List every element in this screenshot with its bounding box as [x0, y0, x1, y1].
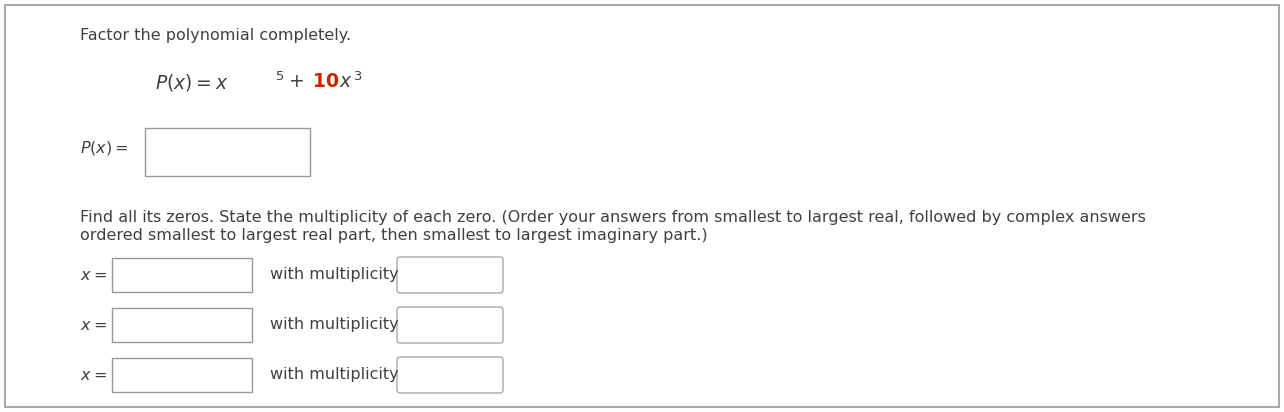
Text: with multiplicity: with multiplicity — [270, 368, 398, 382]
Bar — [112, 358, 252, 392]
Text: $\mathit{P}(\mathit{x}) = \mathit{x}$: $\mathit{P}(\mathit{x}) = \mathit{x}$ — [155, 72, 229, 93]
Text: $\mathit{x} =$: $\mathit{x} =$ — [80, 318, 107, 332]
Text: $\mathbf{10}$: $\mathbf{10}$ — [312, 72, 339, 91]
Bar — [112, 258, 252, 292]
Text: Find all its zeros. State the multiplicity of each zero. (Order your answers fro: Find all its zeros. State the multiplici… — [80, 210, 1145, 225]
Text: $\mathit{x} =$: $\mathit{x} =$ — [80, 267, 107, 283]
FancyBboxPatch shape — [397, 357, 503, 393]
Text: $^3$: $^3$ — [353, 72, 362, 91]
Text: with multiplicity: with multiplicity — [270, 318, 398, 332]
Text: $+$: $+$ — [288, 72, 304, 91]
Text: ordered smallest to largest real part, then smallest to largest imaginary part.): ordered smallest to largest real part, t… — [80, 228, 707, 243]
FancyBboxPatch shape — [397, 257, 503, 293]
Text: Factor the polynomial completely.: Factor the polynomial completely. — [80, 28, 351, 43]
Text: $\mathit{x} =$: $\mathit{x} =$ — [80, 368, 107, 382]
Bar — [145, 128, 309, 176]
Text: with multiplicity: with multiplicity — [270, 267, 398, 283]
Bar — [112, 308, 252, 342]
Text: $\mathit{P}(\mathit{x}) =$: $\mathit{P}(\mathit{x}) =$ — [80, 139, 128, 157]
Text: $^5$: $^5$ — [275, 72, 284, 91]
FancyBboxPatch shape — [397, 307, 503, 343]
Text: $\mathit{x}$: $\mathit{x}$ — [339, 72, 353, 91]
